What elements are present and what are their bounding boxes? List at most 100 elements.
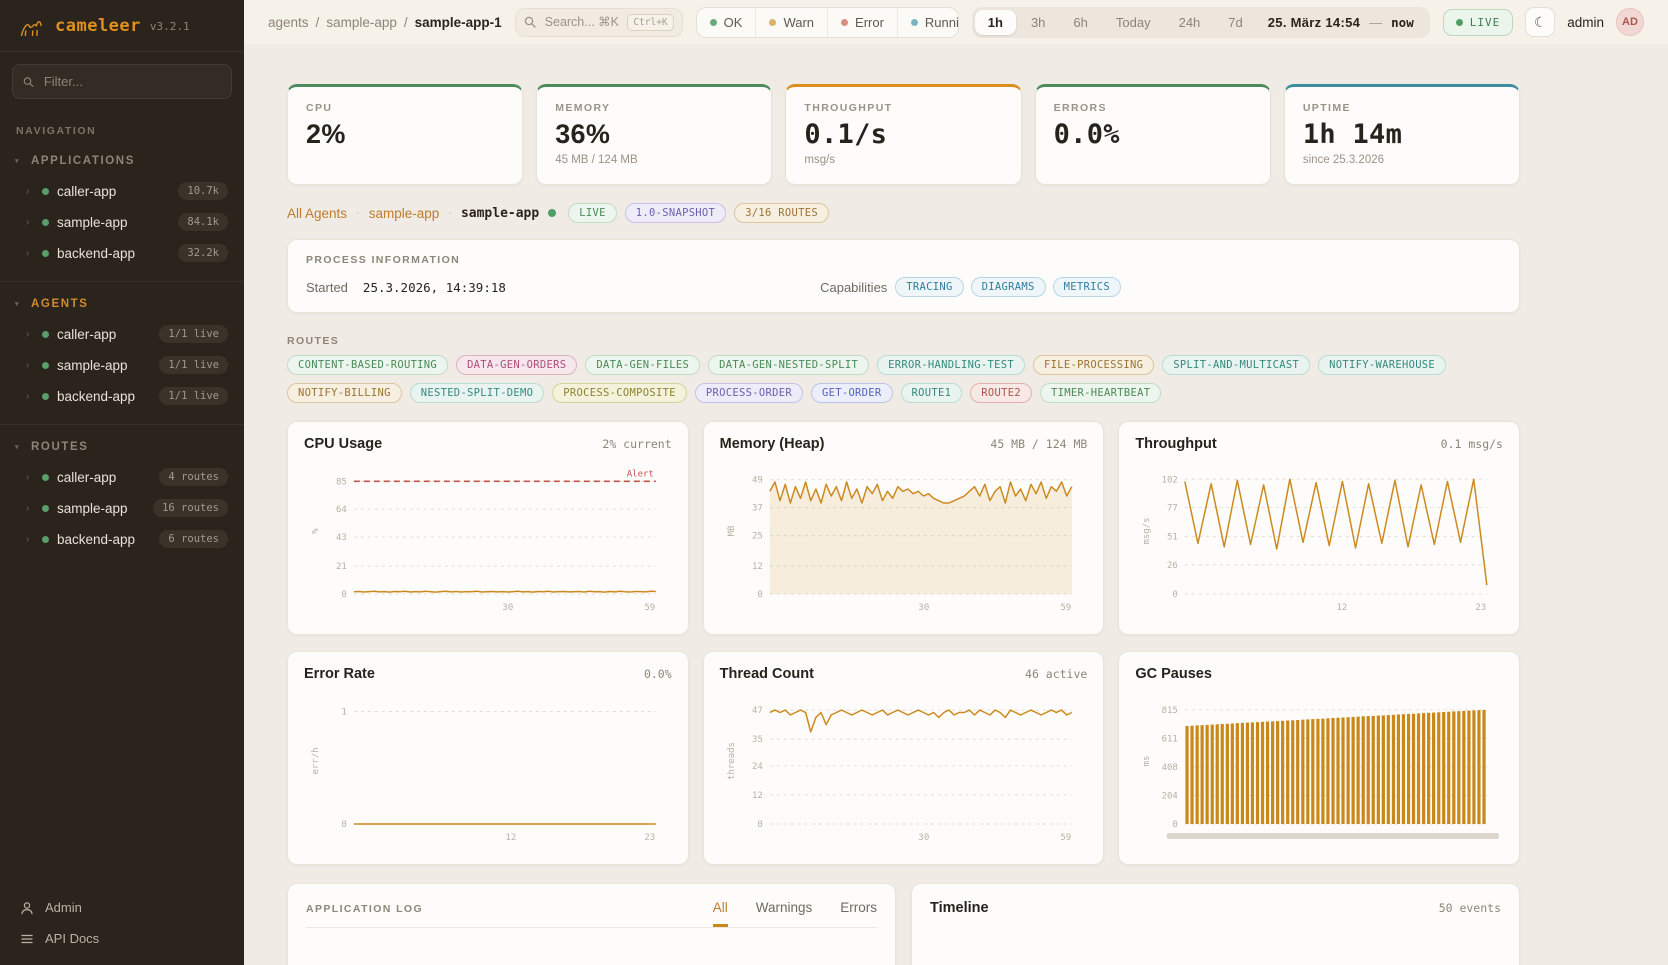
svg-text:12: 12 (752, 791, 763, 801)
route-chip-content-based-routing[interactable]: CONTENT-BASED-ROUTING (287, 355, 449, 375)
chart-header: GC Pauses (1135, 666, 1503, 682)
status-filter-running[interactable]: Running (896, 7, 958, 37)
route-chip-file-processing[interactable]: FILE-PROCESSING (1032, 355, 1155, 375)
chart-title: Throughput (1135, 436, 1217, 452)
sidebar-filter[interactable] (12, 64, 232, 99)
dark-mode-toggle[interactable]: ☾ (1525, 7, 1556, 37)
stat-card-memory: MEMORY 36% 45 MB / 124 MB (536, 84, 773, 185)
sidebar-item-admin[interactable]: Admin (14, 893, 230, 922)
capability-chip-tracing[interactable]: TRACING (895, 277, 964, 297)
route-chip-data-gen-nested-split[interactable]: DATA-GEN-NESTED-SPLIT (708, 355, 870, 375)
sidebar-item-api-docs[interactable]: API Docs (14, 924, 230, 953)
expand-icon[interactable]: › (26, 471, 30, 483)
agent-chip-live[interactable]: LIVE (568, 203, 617, 223)
sidebar-item-sample-app[interactable]: › sample-app 84.1k (8, 207, 236, 237)
status-filter-error[interactable]: Error (827, 7, 897, 37)
route-chip-route2[interactable]: ROUTE2 (970, 383, 1033, 403)
agent-chip-1.0-snapshot[interactable]: 1.0-SNAPSHOT (624, 203, 727, 223)
route-chip-route1[interactable]: ROUTE1 (900, 383, 963, 403)
svg-text:MB: MB (726, 526, 736, 537)
expand-icon[interactable]: › (26, 247, 30, 259)
logo[interactable]: cameleer v3.2.1 (0, 0, 244, 51)
time-range-6h[interactable]: 6h (1073, 14, 1088, 30)
stat-label: THROUGHPUT (804, 102, 893, 114)
sidebar-item-caller-app[interactable]: › caller-app 1/1 live (8, 319, 236, 349)
status-filter-ok[interactable]: OK (697, 8, 756, 37)
live-badge[interactable]: LIVE (1442, 8, 1514, 36)
expand-icon[interactable]: › (26, 216, 30, 228)
sidebar-item-sample-app[interactable]: › sample-app 1/1 live (8, 350, 236, 380)
content: CPU 2% MEMORY 36% 45 MB / 124 MB THROUGHPUT 0.… (244, 44, 1668, 965)
breadcrumb-agents[interactable]: agents (268, 14, 309, 30)
expand-icon[interactable]: › (26, 185, 30, 197)
timeline-event-count: 50 events (1438, 901, 1501, 915)
route-chip-data-gen-files[interactable]: DATA-GEN-FILES (585, 355, 701, 375)
time-range-7d[interactable]: 7d (1228, 14, 1243, 30)
log-tab-errors[interactable]: Errors (840, 900, 877, 915)
sidebar-item-backend-app[interactable]: › backend-app 6 routes (8, 524, 236, 554)
main-area: agents / sample-app / sample-app-1 Ctrl+… (244, 0, 1668, 965)
route-chip-process-order[interactable]: PROCESS-ORDER (694, 383, 803, 403)
sidebar: cameleer v3.2.1 NAVIGATION ▾ APPLICATIONS… (0, 0, 244, 965)
sample-app-link[interactable]: sample-app (368, 205, 440, 221)
sidebar-item-badge: 32.2k (178, 244, 228, 262)
svg-text:102: 102 (1162, 475, 1178, 485)
svg-text:msg/s: msg/s (1142, 517, 1152, 544)
route-chip-split-and-multicast[interactable]: SPLIT-AND-MULTICAST (1162, 355, 1311, 375)
route-chip-error-handling-test[interactable]: ERROR-HANDLING-TEST (877, 355, 1025, 375)
date-now-label[interactable]: now (1391, 14, 1414, 30)
capabilities: Capabilities TRACING DIAGRAMS METRICS (820, 277, 1121, 297)
svg-text:30: 30 (918, 603, 929, 613)
all-agents-link[interactable]: All Agents (287, 205, 348, 221)
expand-icon[interactable]: › (26, 502, 30, 514)
filter-input[interactable] (41, 73, 221, 90)
expand-icon[interactable]: › (26, 328, 30, 340)
breadcrumb-sample-app[interactable]: sample-app (326, 14, 397, 30)
time-range-1h[interactable]: 1h (974, 9, 1016, 35)
route-chip-get-order[interactable]: GET-ORDER (810, 383, 893, 403)
svg-text:0: 0 (757, 820, 762, 830)
log-tab-warnings[interactable]: Warnings (755, 900, 813, 915)
sidebar-item-label: sample-app (57, 214, 128, 230)
expand-icon[interactable]: › (26, 390, 30, 402)
topbar: agents / sample-app / sample-app-1 Ctrl+… (244, 0, 1668, 44)
global-search[interactable]: Ctrl+K (514, 7, 683, 37)
sidebar-item-label: sample-app (57, 357, 128, 373)
log-tab-all[interactable]: All (712, 900, 728, 927)
avatar[interactable]: AD (1616, 8, 1644, 36)
sidebar-filter-area (0, 51, 244, 101)
capability-chip-metrics[interactable]: METRICS (1052, 277, 1121, 297)
time-range-today[interactable]: Today (1115, 14, 1151, 30)
sidebar-section-applications: ▾ APPLICATIONS › caller-app 10.7k › sample-app… (0, 139, 244, 282)
date-label[interactable]: 25. März 14:54 (1267, 14, 1361, 30)
sidebar-item-caller-app[interactable]: › caller-app 4 routes (8, 462, 236, 492)
sidebar-section-header-agents[interactable]: ▾ AGENTS (8, 294, 236, 318)
sidebar-item-sample-app[interactable]: › sample-app 16 routes (8, 493, 236, 523)
expand-icon[interactable]: › (26, 533, 30, 545)
time-range-24h[interactable]: 24h (1178, 14, 1201, 30)
search-input[interactable] (542, 14, 621, 30)
sidebar-section-header-applications[interactable]: ▾ APPLICATIONS (8, 151, 236, 175)
expand-icon[interactable]: › (26, 359, 30, 371)
route-chip-process-composite[interactable]: PROCESS-COMPOSITE (552, 383, 687, 403)
sidebar-section-header-routes[interactable]: ▾ ROUTES (8, 437, 236, 461)
svg-text:12: 12 (1337, 603, 1348, 613)
sidebar-item-backend-app[interactable]: › backend-app 32.2k (8, 238, 236, 268)
route-chip-notify-billing[interactable]: NOTIFY-BILLING (287, 383, 402, 403)
capability-chip-diagrams[interactable]: DIAGRAMS (970, 277, 1046, 297)
svg-text:30: 30 (918, 833, 929, 843)
agent-chip-3/16 routes[interactable]: 3/16 ROUTES (734, 203, 830, 223)
sidebar-item-backend-app[interactable]: › backend-app 1/1 live (8, 381, 236, 411)
route-chip-data-gen-orders[interactable]: DATA-GEN-ORDERS (456, 355, 578, 375)
time-range-3h[interactable]: 3h (1030, 14, 1046, 30)
status-filter-label: Error (855, 14, 884, 30)
route-chip-timer-heartbeat[interactable]: TIMER-HEARTBEAT (1040, 383, 1162, 403)
sidebar-item-caller-app[interactable]: › caller-app 10.7k (8, 176, 236, 206)
route-chip-notify-warehouse[interactable]: NOTIFY-WAREHOUSE (1318, 355, 1447, 375)
time-range-dates: 25. März 14:54 — now (1256, 15, 1427, 30)
status-filter-warn[interactable]: Warn (755, 7, 827, 37)
breadcrumb-separator: / (403, 14, 408, 30)
search-icon (23, 76, 34, 87)
stat-label: CPU (306, 102, 333, 114)
route-chip-nested-split-demo[interactable]: NESTED-SPLIT-DEMO (409, 383, 545, 403)
